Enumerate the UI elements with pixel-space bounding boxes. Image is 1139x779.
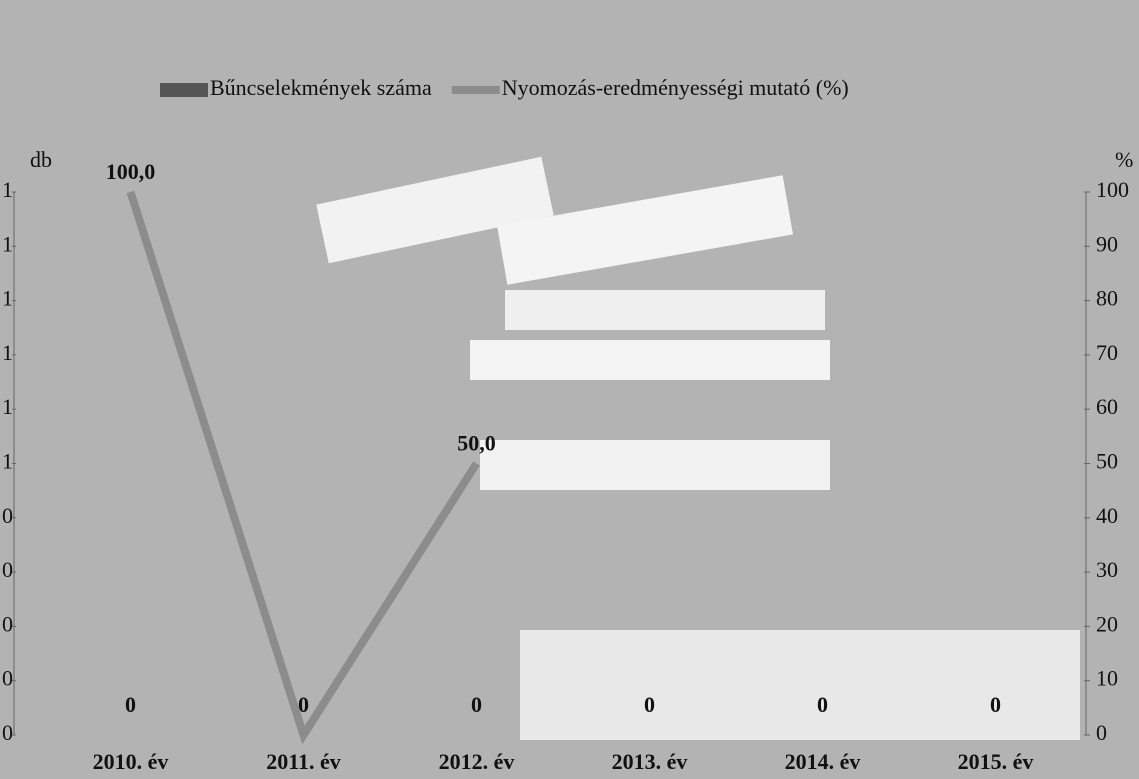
photo-building <box>316 156 554 264</box>
line-value-label: 100,0 <box>106 159 156 184</box>
y-tick-label: 0 <box>2 611 13 636</box>
y2-tick-label: 100 <box>1096 177 1129 202</box>
legend: Bűncselekmények száma Nyomozás-eredményes… <box>160 75 849 100</box>
photo-building <box>480 440 830 490</box>
y2-tick-label: 50 <box>1096 449 1118 474</box>
legend-swatch <box>160 83 208 97</box>
y2-tick-label: 70 <box>1096 340 1118 365</box>
x-tick-label: 2015. év <box>958 749 1034 774</box>
line <box>126 190 480 745</box>
y-tick-label: 1 <box>2 286 13 311</box>
y-tick-label: 1 <box>2 340 13 365</box>
photo-building <box>470 340 830 380</box>
y-tick-label: 1 <box>2 394 13 419</box>
y2-tick-label: 90 <box>1096 231 1118 256</box>
y-tick-label: 0 <box>2 720 13 745</box>
y2-tick-label: 30 <box>1096 557 1118 582</box>
bar-value-label: 0 <box>298 692 309 717</box>
x-tick-label: 2014. év <box>785 749 861 774</box>
bar-value-label: 0 <box>990 692 1001 717</box>
y2-axis-title: % <box>1115 147 1133 172</box>
y-tick-label: 1 <box>2 177 13 202</box>
photo-building <box>505 290 825 330</box>
y-tick-label: 1 <box>2 231 13 256</box>
y2-tick-label: 40 <box>1096 503 1118 528</box>
y-axis-title: db <box>30 147 52 172</box>
bar-value-label: 0 <box>471 692 482 717</box>
y-tick-label: 1 <box>2 449 13 474</box>
y-tick-label: 0 <box>2 557 13 582</box>
y2-tick-label: 60 <box>1096 394 1118 419</box>
bar-value-label: 0 <box>817 692 828 717</box>
y-tick-label: 0 <box>2 503 13 528</box>
bar-value-label: 0 <box>125 692 136 717</box>
y2-tick-label: 0 <box>1096 720 1107 745</box>
x-tick-label: 2012. év <box>439 749 515 774</box>
x-tick-label: 2010. év <box>93 749 169 774</box>
y2-tick-label: 10 <box>1096 666 1118 691</box>
y2-tick-label: 80 <box>1096 286 1118 311</box>
line-value-label: 50,0 <box>457 431 496 456</box>
x-tick-label: 2013. év <box>612 749 688 774</box>
bar-value-label: 0 <box>644 692 655 717</box>
legend-label: Nyomozás-eredményességi mutató (%) <box>502 75 849 100</box>
photo-ground <box>520 630 1080 740</box>
x-tick-label: 2011. év <box>266 749 341 774</box>
photo-building <box>496 175 794 285</box>
y2-tick-label: 20 <box>1096 611 1118 636</box>
y-tick-label: 0 <box>2 666 13 691</box>
legend-label: Bűncselekmények száma <box>210 75 432 100</box>
